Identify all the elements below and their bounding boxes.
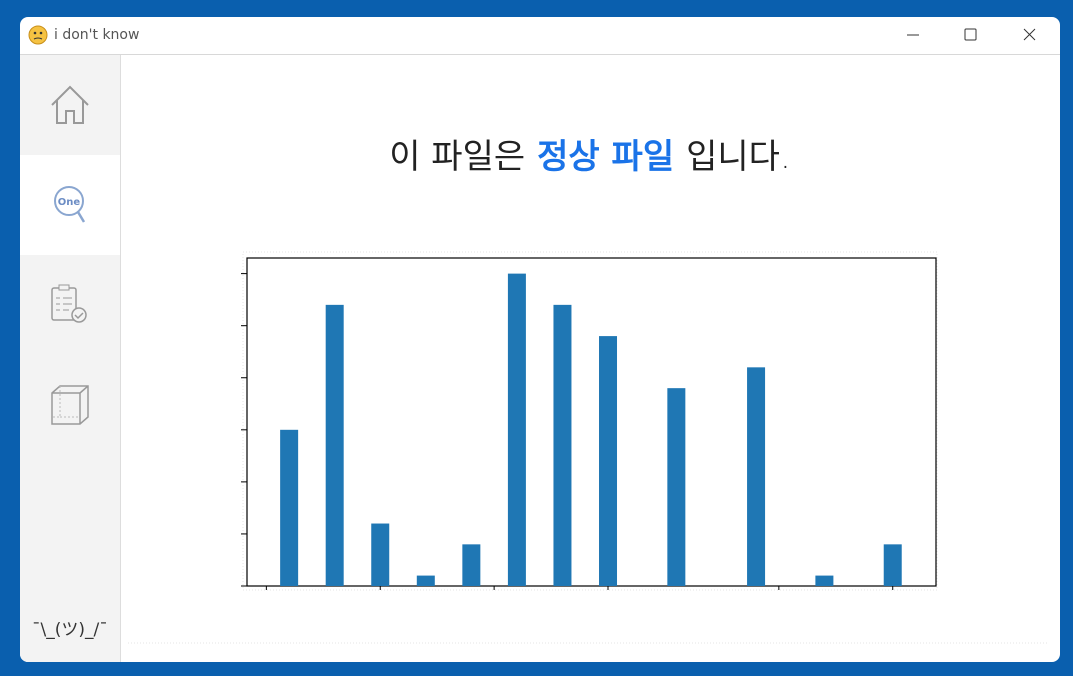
home-button[interactable] — [20, 55, 120, 155]
bar — [416, 575, 435, 586]
window-title: i don't know — [54, 27, 140, 43]
footer-text: ¯\_(ツ)_/¯ — [32, 620, 108, 640]
bar — [507, 273, 526, 586]
figure-border — [242, 251, 938, 591]
title-bar: i don't know — [20, 17, 1060, 55]
message-after: 입니다. — [686, 137, 791, 177]
report-button[interactable] — [20, 255, 120, 355]
bar — [371, 523, 390, 586]
search-icon-text: One — [58, 197, 81, 208]
bar — [325, 304, 344, 586]
app-window: i don't know One ¯\_(ツ)_/¯ 이 파일은 정상 파일 입니다… — [20, 17, 1060, 662]
sidebar: One ¯\_(ツ)_/¯ — [20, 55, 121, 662]
message-highlight: 정상 파일 — [537, 137, 675, 177]
bar — [883, 544, 902, 586]
bar — [553, 304, 572, 586]
sandbox-button[interactable] — [20, 355, 120, 455]
bar — [280, 429, 299, 586]
plot-frame — [246, 257, 937, 587]
scan-button[interactable]: One — [20, 155, 120, 255]
bar — [815, 575, 834, 586]
bar — [462, 544, 481, 586]
bar — [667, 388, 686, 586]
result-message: 이 파일은 정상 파일 입니다. — [120, 129, 1060, 178]
window-controls — [907, 28, 1036, 41]
bar — [599, 336, 618, 586]
app-icon — [28, 25, 48, 45]
bar — [747, 367, 766, 586]
message-before: 이 파일은 — [389, 137, 526, 177]
close[interactable] — [1023, 28, 1036, 41]
maximize[interactable] — [964, 28, 977, 41]
